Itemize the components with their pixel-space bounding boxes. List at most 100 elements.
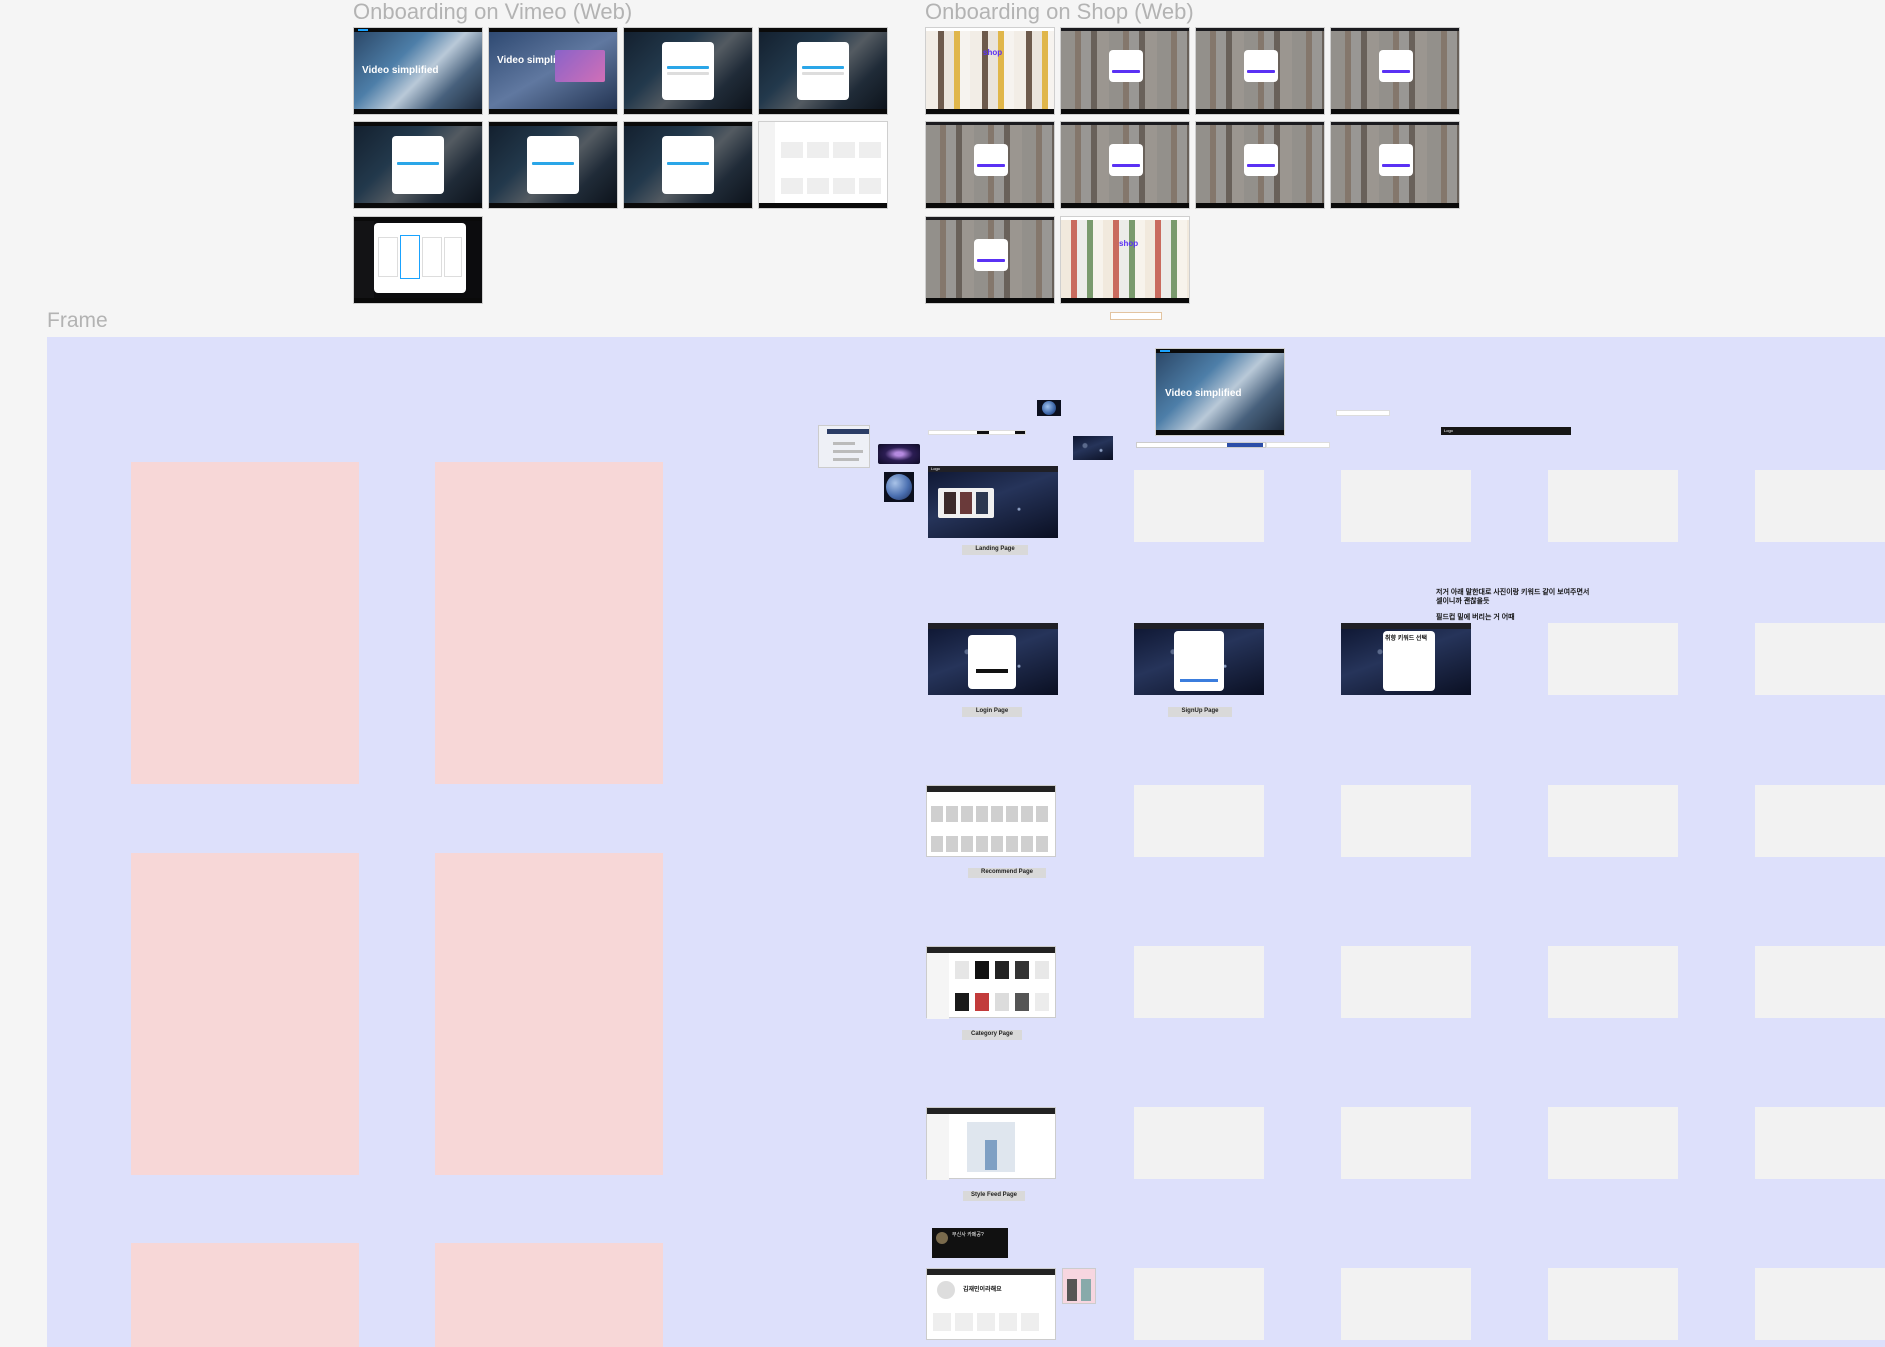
category-page-wireframe[interactable] — [926, 946, 1056, 1019]
profile-card-title: 무신사 카페공? — [952, 1232, 984, 1238]
pricing-modal — [374, 223, 466, 293]
ui-snippet-panel[interactable] — [818, 425, 870, 468]
signup-modal — [1174, 631, 1224, 691]
recommend-page-label[interactable]: Recommend Page — [968, 868, 1046, 878]
note-line-1[interactable]: 저거 아래 말한대로 사진이랑 키워드 같이 보여주면서 — [1436, 589, 1590, 596]
logo-text: Logo — [1444, 428, 1453, 433]
vimeo-section-title[interactable]: Onboarding on Vimeo (Web) — [353, 0, 633, 24]
nav-bar-snippet[interactable] — [1136, 442, 1266, 448]
login-page-label[interactable]: Login Page — [962, 707, 1022, 717]
mypage-wireframe[interactable]: 김재민이라해요 — [926, 1268, 1056, 1340]
keyword-modal-title: 취향 키워드 선택 — [1385, 636, 1427, 642]
placeholder-card[interactable] — [1134, 785, 1264, 857]
vimeo-screen-7[interactable] — [623, 121, 753, 209]
pink-block[interactable] — [435, 1243, 663, 1347]
placeholder-card[interactable] — [1548, 1107, 1678, 1179]
placeholder-card[interactable] — [1548, 785, 1678, 857]
shop-screen-1[interactable]: shop — [925, 27, 1055, 115]
vimeo-screen-6[interactable] — [488, 121, 618, 209]
keyword-page-wireframe[interactable]: 취향 키워드 선택 — [1341, 623, 1471, 695]
placeholder-card[interactable] — [1755, 470, 1885, 542]
placeholder-card[interactable] — [1341, 785, 1471, 857]
stylefeed-page-label[interactable]: Style Feed Page — [963, 1191, 1025, 1201]
placeholder-card[interactable] — [1755, 1107, 1885, 1179]
placeholder-card[interactable] — [1134, 470, 1264, 542]
placeholder-card[interactable] — [1548, 1268, 1678, 1340]
shop-section-title[interactable]: Onboarding on Shop (Web) — [925, 0, 1194, 24]
shop-screen-9[interactable] — [925, 216, 1055, 304]
note-line-3[interactable]: 필드컵 밑에 버리는 거 어때 — [1436, 614, 1515, 621]
shop-modal — [974, 144, 1008, 176]
placeholder-card[interactable] — [1341, 470, 1471, 542]
nebula-image[interactable] — [1073, 436, 1113, 460]
pink-block[interactable] — [435, 462, 663, 784]
product-card — [938, 488, 994, 518]
placeholder-card[interactable] — [1548, 623, 1678, 695]
vimeo-screen-5[interactable] — [353, 121, 483, 209]
shop-screen-2[interactable] — [1060, 27, 1190, 115]
signup-modal — [527, 136, 579, 194]
style-feed-image — [967, 1122, 1015, 1172]
shop-screen-8[interactable] — [1330, 121, 1460, 209]
shop-modal — [1379, 144, 1413, 176]
pink-block[interactable] — [131, 1243, 359, 1347]
shop-screen-3[interactable] — [1195, 27, 1325, 115]
placeholder-card[interactable] — [1755, 1268, 1885, 1340]
login-page-wireframe[interactable] — [928, 623, 1058, 695]
landing-page-label[interactable]: Landing Page — [962, 545, 1028, 555]
frame-title[interactable]: Frame — [47, 309, 108, 332]
placeholder-card[interactable] — [1548, 946, 1678, 1018]
signup-page-label[interactable]: SignUp Page — [1168, 707, 1232, 717]
nav-bar-snippet-2[interactable] — [1266, 442, 1330, 448]
avatar — [937, 1281, 955, 1299]
placeholder-card[interactable] — [1755, 623, 1885, 695]
placeholder-card[interactable] — [1341, 1107, 1471, 1179]
stylefeed-page-wireframe[interactable] — [926, 1107, 1056, 1180]
vimeo-screen-4[interactable] — [758, 27, 888, 115]
vimeo-screen-3[interactable] — [623, 27, 753, 115]
signup-page-wireframe[interactable] — [1134, 623, 1264, 695]
shop-modal — [1379, 50, 1413, 82]
planet-image[interactable] — [884, 472, 914, 502]
profile-name: 김재민이라해요 — [963, 1287, 1002, 1293]
placeholder-card[interactable] — [1755, 946, 1885, 1018]
vimeo-screen-2[interactable]: Video simplified — [488, 27, 618, 115]
shop-logo: shop — [1119, 239, 1139, 248]
signup-modal — [662, 42, 714, 100]
vimeo-screen-8[interactable] — [758, 121, 888, 209]
shop-screen-4[interactable] — [1330, 27, 1460, 115]
placeholder-card[interactable] — [1548, 470, 1678, 542]
vimeo-screen-pricing[interactable] — [353, 216, 483, 304]
search-bar-snippet[interactable] — [928, 430, 1026, 435]
input-snippet[interactable] — [1336, 410, 1390, 416]
note-line-2[interactable]: 셀이니까 괜찮을듯 — [1436, 598, 1490, 605]
profile-card-snippet[interactable]: 무신사 카페공? — [932, 1228, 1008, 1258]
small-bar-element[interactable] — [1110, 312, 1162, 320]
shop-screen-5[interactable] — [925, 121, 1055, 209]
shop-screen-10[interactable]: shop — [1060, 216, 1190, 304]
shop-modal — [1109, 50, 1143, 82]
shop-screen-6[interactable] — [1060, 121, 1190, 209]
placeholder-card[interactable] — [1341, 946, 1471, 1018]
signup-modal — [797, 42, 849, 100]
pink-block[interactable] — [131, 853, 359, 1175]
pink-block[interactable] — [131, 462, 359, 784]
category-page-label[interactable]: Category Page — [962, 1030, 1022, 1040]
landing-page-wireframe[interactable]: Logo — [928, 466, 1058, 538]
mini-vimeo-hero[interactable]: Video simplified — [1155, 348, 1285, 436]
earth-image[interactable] — [1037, 400, 1061, 416]
recommend-page-wireframe[interactable] — [926, 785, 1056, 857]
vimeo-screen-1[interactable]: Video simplified — [353, 27, 483, 115]
placeholder-card[interactable] — [1134, 1107, 1264, 1179]
placeholder-card[interactable] — [1134, 946, 1264, 1018]
outfit-image-snippet[interactable] — [1062, 1268, 1096, 1304]
shop-logo: shop — [983, 48, 1003, 57]
placeholder-card[interactable] — [1755, 785, 1885, 857]
shop-screen-7[interactable] — [1195, 121, 1325, 209]
galaxy-image[interactable] — [878, 444, 920, 464]
header-bar-snippet[interactable]: Logo — [1441, 427, 1571, 435]
pink-block[interactable] — [435, 853, 663, 1175]
login-modal — [968, 635, 1016, 689]
placeholder-card[interactable] — [1134, 1268, 1264, 1340]
placeholder-card[interactable] — [1341, 1268, 1471, 1340]
